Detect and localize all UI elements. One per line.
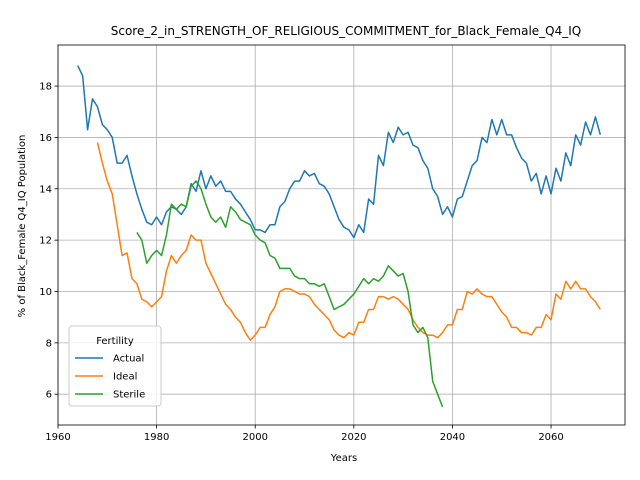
y-tick-label: 10 xyxy=(39,287,52,298)
x-axis-label: Years xyxy=(330,453,357,464)
x-tick-label: 2060 xyxy=(538,432,563,443)
y-tick-label: 18 xyxy=(39,82,52,93)
y-tick-label: 16 xyxy=(39,133,52,144)
y-tick-label: 14 xyxy=(39,184,52,195)
x-tick-label: 2000 xyxy=(242,432,267,443)
x-tick-label: 2020 xyxy=(341,432,366,443)
x-tick-label: 1960 xyxy=(45,432,70,443)
legend: Fertility Actual Ideal Sterile xyxy=(68,325,162,407)
y-tick-label: 6 xyxy=(46,390,52,401)
series-lines xyxy=(77,65,602,408)
legend-label-ideal: Ideal xyxy=(113,372,137,383)
x-tick-label: 1980 xyxy=(144,432,169,443)
y-tick-label: 12 xyxy=(39,236,52,247)
y-axis-label: % of Black_Female Q4_IQ Population xyxy=(17,135,28,318)
chart-title: Score_2_in_STRENGTH_OF_RELIGIOUS_COMMITM… xyxy=(111,24,582,38)
x-tick-label: 2040 xyxy=(440,432,465,443)
plot-frame xyxy=(57,44,626,426)
series-line-ideal xyxy=(96,142,601,342)
legend-box xyxy=(68,325,162,407)
series-line-actual xyxy=(77,65,602,239)
y-tick-label: 8 xyxy=(46,338,52,349)
axis-ticks: 1960 1980 2000 2020 2040 2060 6 8 10 12 14 16 18 xyxy=(39,82,564,443)
legend-label-sterile: Sterile xyxy=(113,390,145,401)
series-line-sterile xyxy=(136,180,444,408)
legend-title: Fertility xyxy=(96,336,134,347)
legend-label-actual: Actual xyxy=(113,354,144,365)
